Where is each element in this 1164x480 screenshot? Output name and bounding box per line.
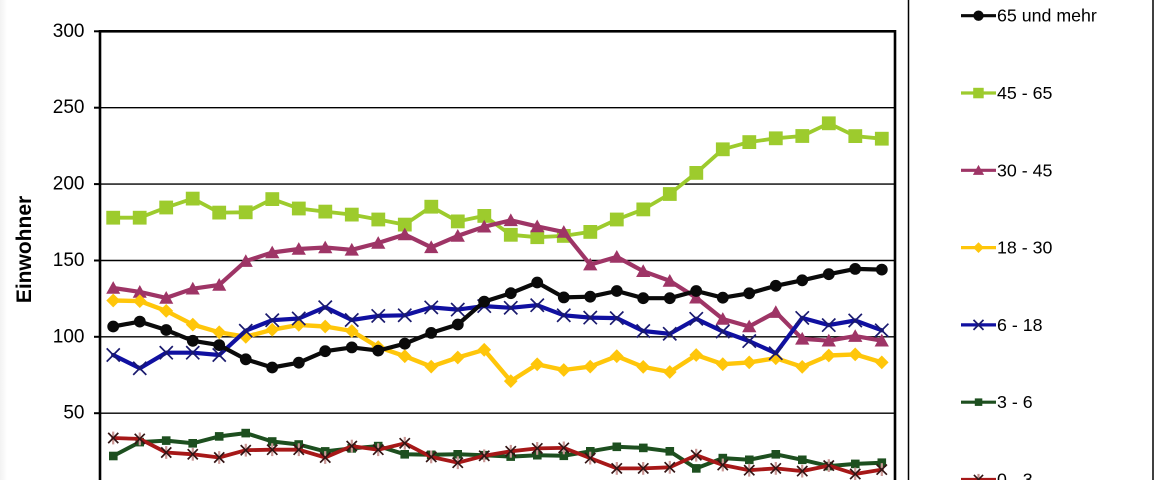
svg-text:0 - 3: 0 - 3 [997,470,1033,480]
svg-text:150: 150 [53,250,85,271]
svg-text:50: 50 [63,403,84,424]
svg-text:30 - 45: 30 - 45 [997,160,1052,180]
svg-text:18 - 30: 18 - 30 [997,238,1052,258]
svg-text:Einwohner: Einwohner [13,196,36,303]
svg-text:45 - 65: 45 - 65 [997,83,1052,103]
svg-text:250: 250 [53,97,85,118]
svg-text:3 - 6: 3 - 6 [997,392,1033,412]
svg-text:300: 300 [53,21,85,42]
svg-text:6 - 18: 6 - 18 [997,315,1043,335]
svg-text:65 und mehr: 65 und mehr [997,6,1097,26]
svg-text:200: 200 [53,174,85,195]
svg-text:100: 100 [53,326,85,347]
